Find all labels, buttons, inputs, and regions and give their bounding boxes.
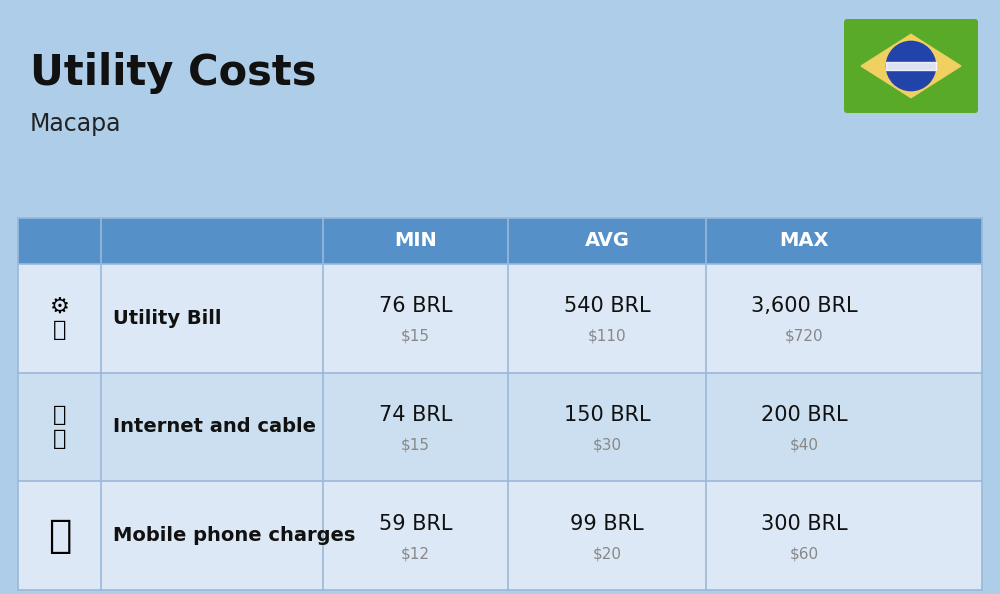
FancyBboxPatch shape bbox=[18, 372, 101, 481]
Text: 150 BRL: 150 BRL bbox=[564, 405, 650, 425]
Text: 3,600 BRL: 3,600 BRL bbox=[751, 296, 857, 317]
Text: $20: $20 bbox=[592, 546, 622, 561]
Bar bbox=[886, 62, 936, 71]
Text: Macapa: Macapa bbox=[30, 112, 122, 136]
Text: 74 BRL: 74 BRL bbox=[379, 405, 452, 425]
Text: 📡
🖨: 📡 🖨 bbox=[53, 405, 66, 448]
Text: $15: $15 bbox=[401, 438, 430, 453]
Text: 📱: 📱 bbox=[48, 517, 71, 555]
Text: Internet and cable: Internet and cable bbox=[113, 418, 316, 437]
Text: Utility Costs: Utility Costs bbox=[30, 52, 316, 94]
Text: 540 BRL: 540 BRL bbox=[564, 296, 650, 317]
Text: $30: $30 bbox=[592, 438, 622, 453]
FancyBboxPatch shape bbox=[18, 218, 982, 264]
Text: Utility Bill: Utility Bill bbox=[113, 309, 222, 328]
Text: $60: $60 bbox=[789, 546, 819, 561]
Circle shape bbox=[886, 42, 936, 91]
Text: 200 BRL: 200 BRL bbox=[761, 405, 847, 425]
Text: AVG: AVG bbox=[584, 232, 630, 251]
Text: 99 BRL: 99 BRL bbox=[570, 514, 644, 533]
Text: 300 BRL: 300 BRL bbox=[761, 514, 847, 533]
Polygon shape bbox=[861, 34, 961, 97]
Text: Mobile phone charges: Mobile phone charges bbox=[113, 526, 355, 545]
FancyBboxPatch shape bbox=[18, 372, 982, 481]
FancyBboxPatch shape bbox=[18, 264, 101, 372]
FancyBboxPatch shape bbox=[18, 481, 101, 590]
FancyBboxPatch shape bbox=[18, 481, 982, 590]
FancyBboxPatch shape bbox=[844, 19, 978, 113]
Text: MIN: MIN bbox=[394, 232, 437, 251]
Text: $720: $720 bbox=[785, 329, 823, 344]
Text: MAX: MAX bbox=[779, 232, 829, 251]
Text: 59 BRL: 59 BRL bbox=[379, 514, 452, 533]
Text: ⚙
🔌: ⚙ 🔌 bbox=[50, 297, 70, 340]
FancyBboxPatch shape bbox=[18, 264, 982, 372]
Text: $12: $12 bbox=[401, 546, 430, 561]
Text: 76 BRL: 76 BRL bbox=[379, 296, 452, 317]
Text: $15: $15 bbox=[401, 329, 430, 344]
Text: $40: $40 bbox=[790, 438, 818, 453]
Text: $110: $110 bbox=[588, 329, 626, 344]
